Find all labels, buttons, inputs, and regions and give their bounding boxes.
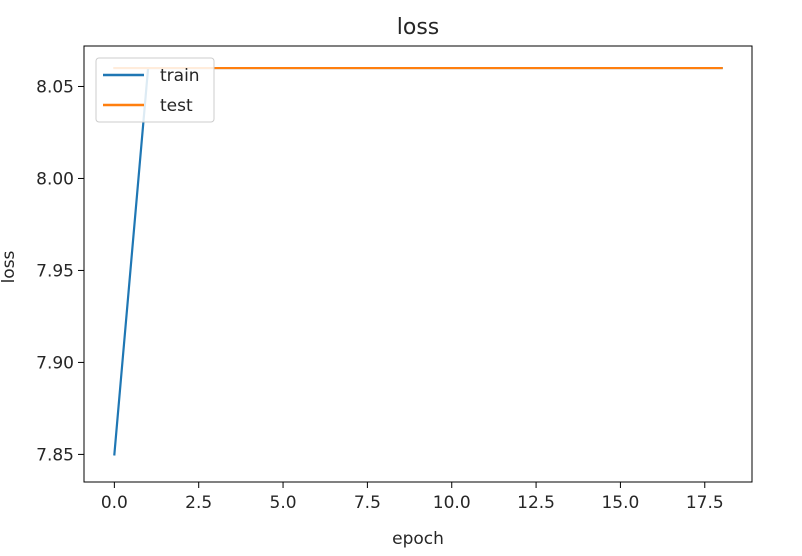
x-tick-label: 5.0 bbox=[270, 493, 297, 513]
plot-area bbox=[83, 45, 753, 483]
y-tick-label: 8.05 bbox=[36, 77, 74, 97]
legend: train test bbox=[95, 57, 215, 123]
x-tick-label: 7.5 bbox=[354, 493, 381, 513]
chart-title: loss bbox=[397, 15, 440, 40]
plot-frame bbox=[83, 45, 753, 483]
y-tick-label: 7.85 bbox=[36, 445, 74, 465]
x-tick-label: 17.5 bbox=[686, 493, 724, 513]
x-tick-label: 12.5 bbox=[517, 493, 555, 513]
x-tick-label: 10.0 bbox=[433, 493, 471, 513]
legend-label-train: train bbox=[160, 66, 200, 86]
x-axis-ticks: 0.0 2.5 5.0 7.5 10.0 12.5 15.0 17.5 bbox=[101, 482, 724, 513]
x-tick-label: 2.5 bbox=[185, 493, 212, 513]
y-tick-label: 7.95 bbox=[36, 261, 74, 281]
y-axis-label: loss bbox=[0, 250, 19, 283]
x-axis-label: epoch bbox=[392, 529, 444, 549]
y-tick-label: 7.90 bbox=[36, 353, 74, 373]
x-tick-label: 0.0 bbox=[101, 493, 128, 513]
legend-label-test: test bbox=[160, 96, 193, 116]
y-tick-label: 8.00 bbox=[36, 169, 74, 189]
x-tick-label: 15.0 bbox=[601, 493, 639, 513]
y-axis-ticks: 7.85 7.90 7.95 8.00 8.05 bbox=[36, 77, 84, 465]
